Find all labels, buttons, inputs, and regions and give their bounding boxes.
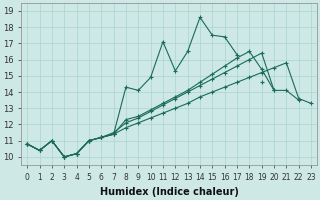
X-axis label: Humidex (Indice chaleur): Humidex (Indice chaleur) <box>100 187 239 197</box>
